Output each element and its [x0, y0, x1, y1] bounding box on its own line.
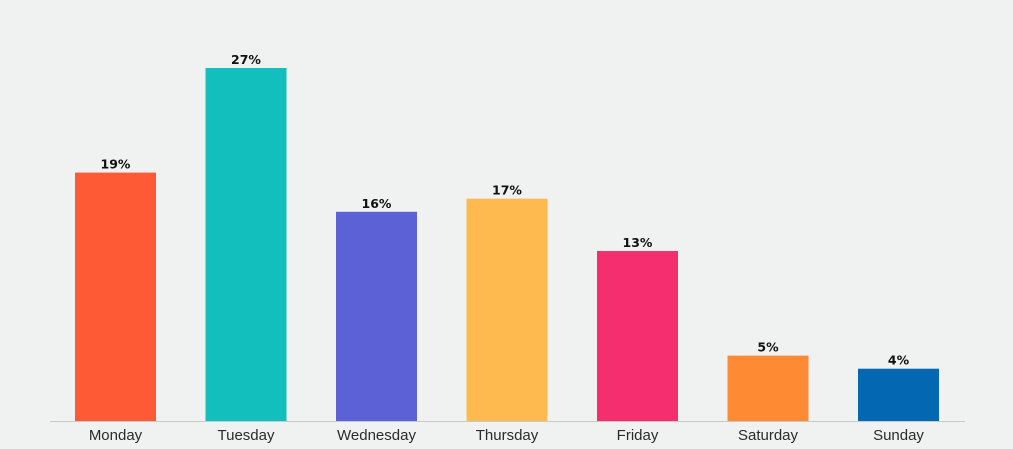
bar-monday [75, 172, 156, 421]
bar-wednesday [336, 211, 417, 421]
category-label-saturday: Saturday [738, 427, 799, 444]
value-label-wednesday: 16% [362, 196, 392, 211]
bar-friday [597, 251, 678, 421]
category-label-friday: Friday [617, 427, 659, 444]
value-labels-group: 19% 27% 16% 17% 13% 5% 4% [101, 52, 910, 368]
value-label-sunday: 4% [888, 353, 910, 368]
value-label-saturday: 5% [757, 340, 779, 355]
category-label-tuesday: Tuesday [218, 427, 275, 444]
bars-group [75, 68, 939, 421]
category-label-wednesday: Wednesday [337, 427, 416, 444]
bar-sunday [858, 368, 939, 421]
bar-tuesday [205, 68, 287, 421]
bar-saturday [727, 355, 809, 421]
value-label-monday: 19% [101, 157, 131, 172]
bar-thursday [466, 198, 548, 421]
category-label-thursday: Thursday [476, 427, 539, 444]
category-labels-group: Monday Tuesday Wednesday Thursday Friday Satu… [89, 427, 925, 444]
value-label-tuesday: 27% [231, 52, 261, 67]
value-label-friday: 13% [623, 235, 653, 250]
value-label-thursday: 17% [492, 183, 522, 198]
category-label-sunday: Sunday [873, 427, 924, 444]
category-label-monday: Monday [89, 427, 143, 444]
